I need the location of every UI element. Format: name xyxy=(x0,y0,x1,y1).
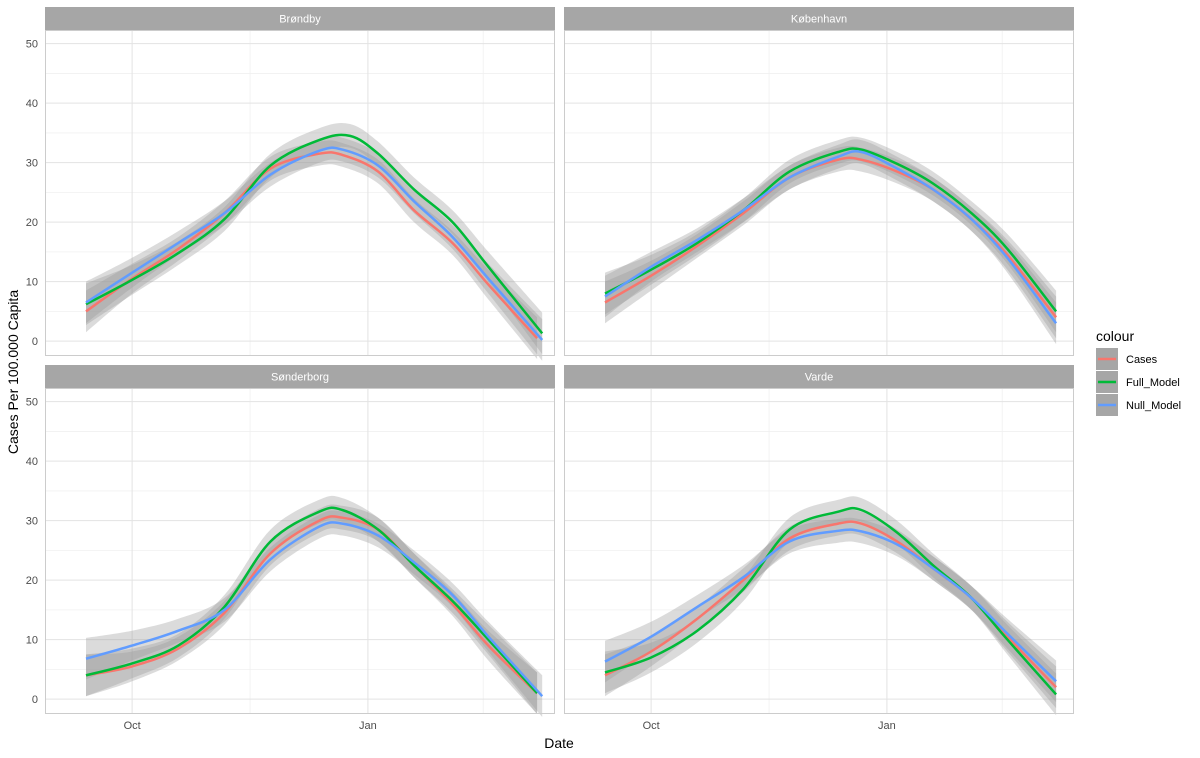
confidence-band-cases xyxy=(86,504,538,714)
y-tick-label: 10 xyxy=(26,635,38,647)
x-tick-label: Jan xyxy=(359,720,377,732)
y-tick-label: 30 xyxy=(26,158,38,170)
panel-title: Sønderborg xyxy=(271,372,329,384)
x-tick-label: Oct xyxy=(124,720,141,732)
panel-border xyxy=(45,30,555,356)
panel-title: København xyxy=(791,14,847,26)
panel-title: Varde xyxy=(805,372,834,384)
panel-border xyxy=(564,388,1074,714)
legend-item-null-model: Null_Model xyxy=(1096,394,1181,416)
grid xyxy=(564,388,1074,714)
series-line-null-model xyxy=(604,528,1057,683)
y-tick-label: 50 xyxy=(26,39,38,51)
legend-item-cases: Cases xyxy=(1096,348,1158,370)
series-line-cases xyxy=(85,515,538,695)
plot-area xyxy=(45,388,555,714)
legend-label: Cases xyxy=(1126,354,1158,366)
plot-area xyxy=(564,30,1074,356)
x-tick-label: Oct xyxy=(643,720,660,732)
panel-title: Brøndby xyxy=(279,14,321,26)
grid xyxy=(45,388,555,714)
y-tick-label: 50 xyxy=(26,397,38,409)
plot-area xyxy=(45,30,555,356)
series-lines xyxy=(85,506,544,698)
confidence-band-null-model xyxy=(86,510,543,717)
y-tick-label: 20 xyxy=(26,217,38,229)
panel-strip xyxy=(45,7,555,30)
series-lines xyxy=(604,506,1058,696)
confidence-band-cases xyxy=(605,145,1057,339)
series-line-null-model xyxy=(85,521,544,698)
y-tick-label: 0 xyxy=(32,694,38,706)
series-line-full-model xyxy=(85,133,544,335)
panels-layer: Brøndby 0 10 20 30 40 50 København Sønderborg 0 10… xyxy=(26,7,1074,732)
confidence-bands xyxy=(86,495,543,717)
grid xyxy=(45,30,555,356)
legend: colour Cases Full_Model Null_Model xyxy=(1096,328,1181,416)
series-lines xyxy=(85,133,544,341)
panel-sonderborg: Sønderborg 0 10 20 30 40 50 Oct Jan xyxy=(26,365,555,732)
series-line-cases xyxy=(85,151,539,340)
legend-item-full-model: Full_Model xyxy=(1096,371,1180,393)
y-tick-label: 40 xyxy=(26,98,38,110)
series-line-full-model xyxy=(85,506,539,695)
confidence-band-null-model xyxy=(605,517,1057,703)
panel-strip xyxy=(564,7,1074,30)
panel-strip xyxy=(45,365,555,388)
panel-brondby: Brøndby 0 10 20 30 40 50 xyxy=(26,7,555,361)
series-lines xyxy=(604,147,1058,325)
series-line-null-model xyxy=(85,146,544,341)
panel-varde: Varde Oct Jan xyxy=(564,365,1074,732)
legend-label: Null_Model xyxy=(1126,400,1181,412)
y-tick-label: 30 xyxy=(26,516,38,528)
panel-kobenhavn: København xyxy=(564,7,1074,356)
panel-border xyxy=(45,388,555,714)
y-tick-label: 20 xyxy=(26,575,38,587)
y-tick-label: 10 xyxy=(26,277,38,289)
x-axis-title: Date xyxy=(544,735,574,751)
confidence-band-full-model xyxy=(605,136,1057,333)
legend-title: colour xyxy=(1096,328,1134,344)
y-axis-title: Cases Per 100.000 Capita xyxy=(5,290,21,454)
y-tick-label: 40 xyxy=(26,456,38,468)
confidence-band-full-model xyxy=(86,495,538,714)
series-line-full-model xyxy=(604,147,1058,313)
panel-border xyxy=(564,30,1074,356)
panel-strip xyxy=(564,365,1074,388)
y-tick-label: 0 xyxy=(32,336,38,348)
legend-label: Full_Model xyxy=(1126,377,1180,389)
x-tick-label: Jan xyxy=(878,720,896,732)
series-line-null-model xyxy=(604,150,1058,325)
